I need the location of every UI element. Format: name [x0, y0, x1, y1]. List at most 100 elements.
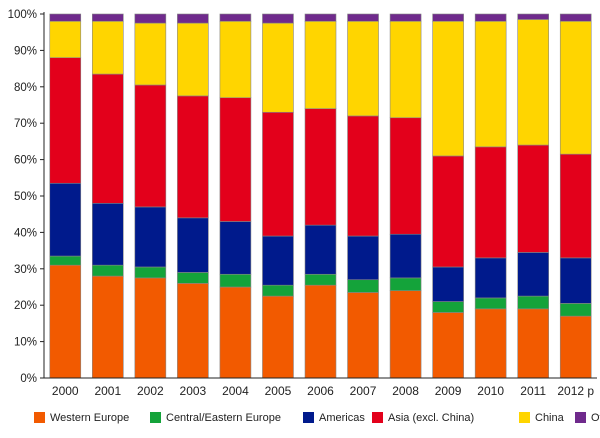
bar-segment-2008-s5 — [389, 13, 422, 22]
bar-segment-2010-s0 — [474, 308, 507, 379]
y-tick-label: 100% — [8, 9, 37, 21]
bar-segment-2001-s3 — [92, 73, 124, 204]
bar-segment-2011-s5 — [517, 13, 549, 20]
legend-label: Western Europe — [50, 412, 129, 424]
bar-segment-2007-s4 — [347, 20, 379, 117]
y-tick-label: 20% — [14, 300, 37, 312]
bar-segment-2008-s2 — [389, 233, 422, 279]
bar-segment-2002-s1 — [134, 266, 167, 279]
bar-segment-2005-s4 — [262, 22, 294, 113]
bar-segment-2011-s4 — [517, 19, 549, 146]
bar-segment-2000-s0 — [49, 264, 82, 379]
x-tick-label: 2003 — [180, 384, 207, 398]
bar-segment-2002-s5 — [134, 13, 167, 24]
x-tick-label: 2004 — [222, 384, 249, 398]
bar-segment-2000-s2 — [49, 182, 82, 257]
bar-segment-2008-s1 — [389, 277, 422, 291]
legend-swatch — [34, 412, 45, 423]
bar-segment-2001-s0 — [92, 275, 124, 379]
legend-swatch — [575, 412, 586, 423]
bar-segment-2007-s3 — [347, 115, 379, 237]
bar-segment-2000-s1 — [49, 255, 82, 266]
legend-swatch — [303, 412, 314, 423]
bar-segment-2009-s2 — [432, 266, 464, 302]
x-tick-label: 2002 — [137, 384, 164, 398]
bar-segment-2002-s3 — [134, 84, 167, 208]
bar-segment-2011-s2 — [517, 252, 549, 297]
legend-label: Americas — [319, 412, 365, 424]
x-tick-label: 2011 — [520, 384, 546, 398]
bar-segment-2003-s5 — [177, 13, 209, 24]
y-tick-label: 60% — [14, 155, 37, 167]
bar-segment-2000-s5 — [49, 13, 82, 22]
bar-segment-2006-s2 — [304, 224, 337, 275]
bar-segment-2004-s0 — [219, 286, 252, 379]
x-tick-label: 2012 p — [557, 384, 594, 398]
bar-segment-2001-s2 — [92, 202, 124, 266]
bar-segment-2009-s1 — [432, 301, 464, 313]
bar-segment-2000-s3 — [49, 57, 82, 184]
bar-segment-2012-p-s4 — [559, 20, 592, 155]
y-tick-label: 80% — [14, 82, 37, 94]
bar-segment-2005-s3 — [262, 111, 294, 237]
bar-segment-2005-s0 — [262, 295, 294, 379]
legend-swatch — [519, 412, 530, 423]
bar-segment-2000-s4 — [49, 20, 82, 58]
bar-segment-2007-s5 — [347, 13, 379, 22]
bar-segment-2003-s0 — [177, 283, 209, 379]
bar-segment-2001-s1 — [92, 264, 124, 277]
y-tick-label: 50% — [14, 191, 37, 203]
bar-segment-2009-s4 — [432, 20, 464, 157]
legend: Western Europe Central/Eastern Europe Amer… — [34, 412, 600, 424]
bar-segment-2006-s4 — [304, 20, 337, 109]
bar-segment-2006-s0 — [304, 284, 337, 379]
bar-segment-2010-s4 — [474, 20, 507, 148]
bar-segment-2001-s4 — [92, 20, 124, 75]
bar-segment-2003-s4 — [177, 22, 209, 97]
bar-segment-2012-p-s2 — [559, 257, 592, 304]
bar-segment-2002-s0 — [134, 277, 167, 379]
bar-segment-2009-s0 — [432, 312, 464, 379]
bar-segment-2003-s1 — [177, 272, 209, 284]
x-tick-label: 2001 — [94, 384, 121, 398]
x-tick-label: 2000 — [52, 384, 79, 398]
y-tick-label: 30% — [14, 264, 37, 276]
y-tick-label: 70% — [14, 118, 37, 130]
bar-segment-2004-s1 — [219, 273, 252, 288]
axes-layer: 0% 10% 20% 30% 40% 50% 60% 70% 80% 90% 100% 2000 200… — [8, 9, 597, 398]
bar-segment-2007-s1 — [347, 279, 379, 293]
bar-segment-2010-s3 — [474, 146, 507, 259]
bar-segment-2009-s5 — [432, 13, 464, 22]
bars-layer — [49, 13, 592, 379]
bar-segment-2011-s3 — [517, 144, 549, 253]
legend-swatch — [150, 412, 161, 423]
y-tick-label: 40% — [14, 227, 37, 239]
bar-segment-2008-s3 — [389, 117, 422, 235]
bar-segment-2005-s2 — [262, 235, 294, 286]
bar-segment-2012-p-s5 — [559, 13, 592, 22]
bar-segment-2007-s2 — [347, 235, 379, 281]
legend-swatch — [372, 412, 383, 423]
bar-segment-2007-s0 — [347, 292, 379, 379]
legend-label: Central/Eastern Europe — [166, 412, 281, 424]
bar-segment-2012-p-s0 — [559, 315, 592, 379]
bar-segment-2002-s4 — [134, 22, 167, 86]
bar-segment-2010-s5 — [474, 13, 507, 22]
x-tick-label: 2008 — [392, 384, 419, 398]
bar-segment-2008-s4 — [389, 20, 422, 119]
legend-label: Asia (excl. China) — [388, 412, 474, 424]
bar-segment-2010-s2 — [474, 257, 507, 299]
x-tick-label: 2009 — [435, 384, 462, 398]
x-tick-label: 2010 — [477, 384, 504, 398]
x-tick-label: 2006 — [307, 384, 334, 398]
bar-segment-2004-s4 — [219, 20, 252, 99]
legend-label: Others — [591, 412, 600, 424]
bar-segment-2004-s2 — [219, 221, 252, 275]
bar-segment-2001-s5 — [92, 13, 124, 22]
bar-segment-2009-s3 — [432, 155, 464, 268]
bar-segment-2002-s2 — [134, 206, 167, 268]
bar-segment-2010-s1 — [474, 297, 507, 310]
legend-label: China — [535, 412, 565, 424]
bar-segment-2006-s1 — [304, 273, 337, 286]
